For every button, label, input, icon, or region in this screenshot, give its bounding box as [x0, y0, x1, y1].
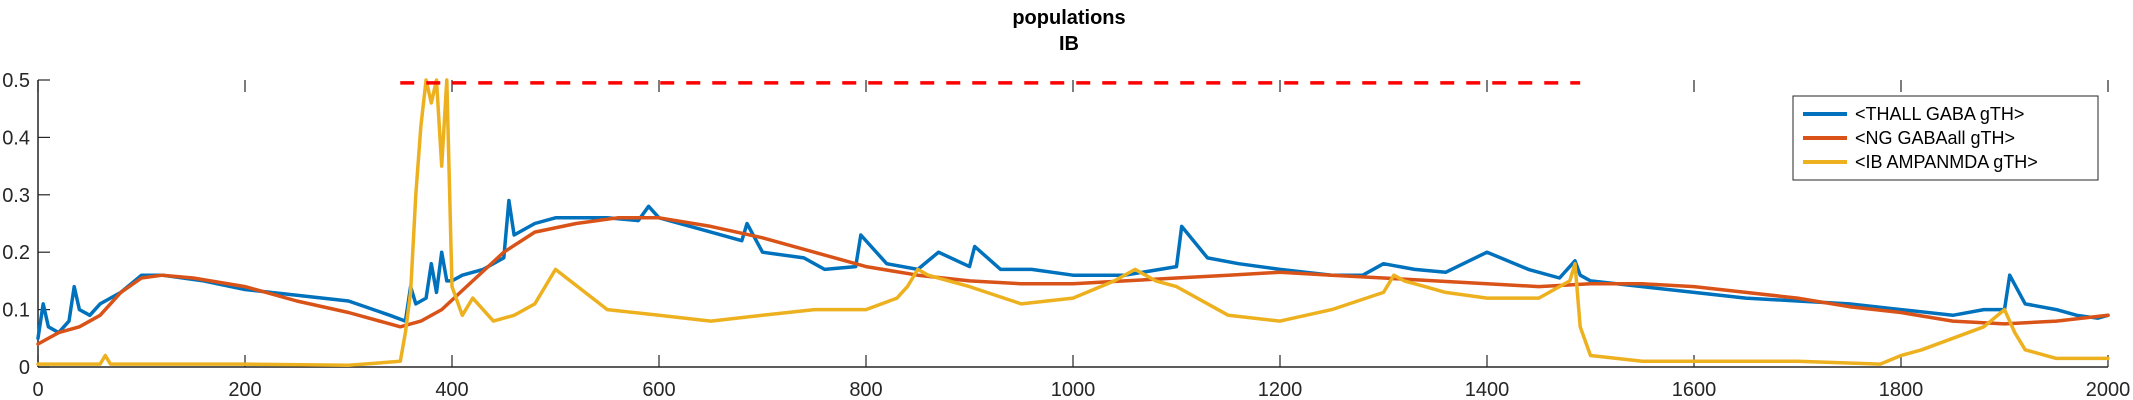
x-tick-label: 800 — [849, 379, 882, 400]
y-tick-label: 0.4 — [2, 127, 30, 149]
chart-subtitle: IB — [1059, 33, 1079, 55]
legend-label-3: <IB AMPANMDA gTH> — [1855, 152, 2038, 172]
series-layer — [36, 78, 2110, 368]
series-line-1 — [36, 198, 2110, 341]
x-tick-label: 400 — [435, 379, 468, 400]
y-tick-label: 0.1 — [2, 300, 30, 322]
x-tick-label: 1400 — [1465, 379, 1510, 400]
chart-title: populations — [1012, 7, 1125, 29]
x-tick-label: 1800 — [1879, 379, 1924, 400]
x-tick-label: 1000 — [1051, 379, 1096, 400]
legend-label-1: <THALL GABA gTH> — [1855, 104, 2024, 124]
series-line-2 — [36, 216, 2110, 346]
series-line-3 — [36, 78, 2110, 368]
y-tick-label: 0.3 — [2, 185, 30, 207]
y-tick-label: 0.2 — [2, 242, 30, 264]
y-tick-label: 0.5 — [2, 70, 30, 92]
x-tick-label: 200 — [228, 379, 261, 400]
legend-label-2: <NG GABAall gTH> — [1855, 128, 2015, 148]
x-tick-label: 1600 — [1672, 379, 1717, 400]
x-tick-label: 2000 — [2086, 379, 2131, 400]
x-tick-label: 0 — [32, 379, 43, 400]
x-tick-label: 1200 — [1258, 379, 1303, 400]
y-tick-label: 0 — [19, 357, 30, 379]
x-tick-label: 600 — [642, 379, 675, 400]
axes: 0 200 400 600 800 1000 1200 1400 1600 1800 2000 0 0.… — [2, 70, 2130, 400]
legend: <THALL GABA gTH> <NG GABAall gTH> <IB AMPA… — [1792, 95, 2099, 181]
